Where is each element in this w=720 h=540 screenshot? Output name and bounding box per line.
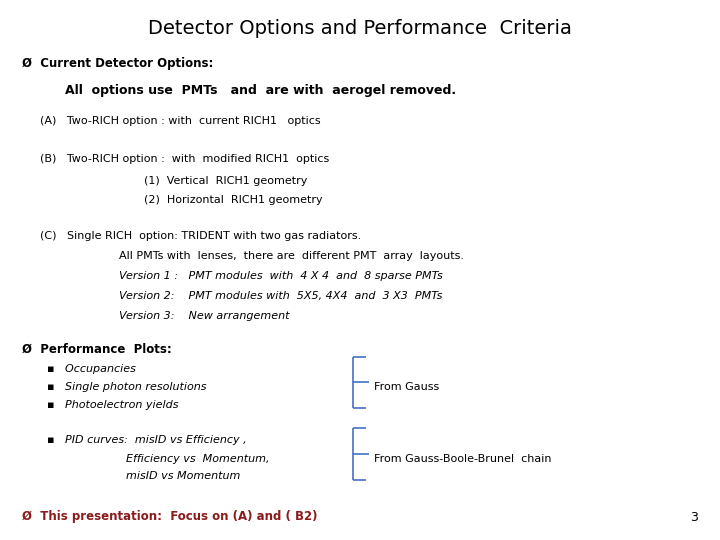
Text: All PMTs with  lenses,  there are  different PMT  array  layouts.: All PMTs with lenses, there are differen… bbox=[119, 251, 464, 261]
Text: ▪   Occupancies: ▪ Occupancies bbox=[47, 364, 135, 375]
Text: (B)   Two-RICH option :  with  modified RICH1  optics: (B) Two-RICH option : with modified RICH… bbox=[40, 154, 329, 164]
Text: Version 2:    PMT modules with  5X5, 4X4  and  3 X3  PMTs: Version 2: PMT modules with 5X5, 4X4 and… bbox=[119, 291, 442, 301]
Text: 3: 3 bbox=[690, 511, 698, 524]
Text: (1)  Vertical  RICH1 geometry: (1) Vertical RICH1 geometry bbox=[144, 176, 307, 186]
Text: Ø  This presentation:  Focus on (A) and ( B2): Ø This presentation: Focus on (A) and ( … bbox=[22, 510, 317, 523]
Text: From Gauss: From Gauss bbox=[374, 382, 440, 393]
Text: Detector Options and Performance  Criteria: Detector Options and Performance Criteri… bbox=[148, 19, 572, 38]
Text: (2)  Horizontal  RICH1 geometry: (2) Horizontal RICH1 geometry bbox=[144, 195, 323, 206]
Text: All  options use  PMTs   and  are with  aerogel removed.: All options use PMTs and are with aeroge… bbox=[65, 84, 456, 97]
Text: Ø  Current Detector Options:: Ø Current Detector Options: bbox=[22, 57, 213, 70]
Text: Version 1 :   PMT modules  with  4 X 4  and  8 sparse PMTs: Version 1 : PMT modules with 4 X 4 and 8… bbox=[119, 271, 443, 281]
Text: From Gauss-Boole-Brunel  chain: From Gauss-Boole-Brunel chain bbox=[374, 454, 552, 464]
Text: misID vs Momentum: misID vs Momentum bbox=[126, 471, 240, 482]
Text: (A)   Two-RICH option : with  current RICH1   optics: (A) Two-RICH option : with current RICH1… bbox=[40, 116, 320, 126]
Text: Efficiency vs  Momentum,: Efficiency vs Momentum, bbox=[126, 454, 269, 464]
Text: ▪   Photoelectron yields: ▪ Photoelectron yields bbox=[47, 400, 179, 410]
Text: Version 3:    New arrangement: Version 3: New arrangement bbox=[119, 311, 289, 321]
Text: Ø  Performance  Plots:: Ø Performance Plots: bbox=[22, 343, 171, 356]
Text: ▪   PID curves:  misID vs Efficiency ,: ▪ PID curves: misID vs Efficiency , bbox=[47, 435, 246, 445]
Text: ▪   Single photon resolutions: ▪ Single photon resolutions bbox=[47, 382, 207, 393]
Text: (C)   Single RICH  option: TRIDENT with two gas radiators.: (C) Single RICH option: TRIDENT with two… bbox=[40, 231, 361, 241]
